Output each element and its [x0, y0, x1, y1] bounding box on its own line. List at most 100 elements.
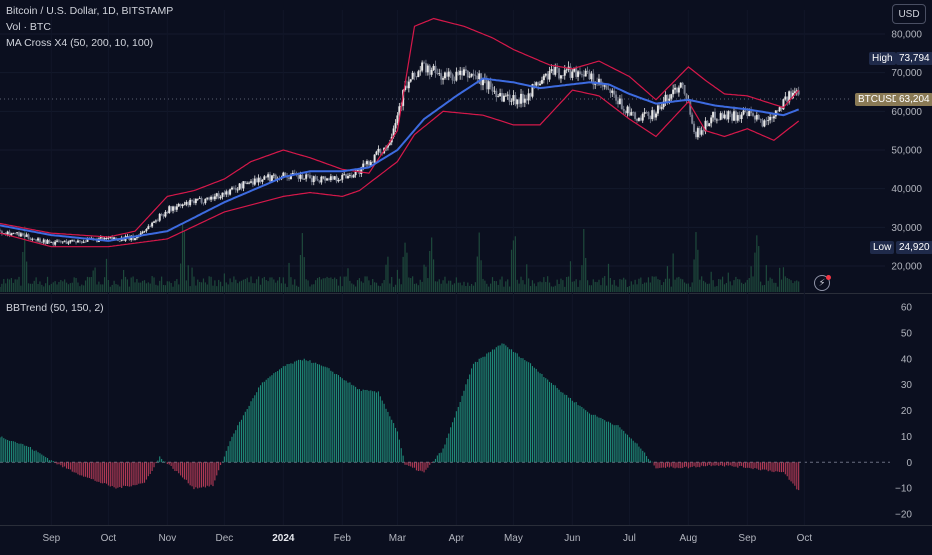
- candle-body: [310, 178, 313, 183]
- volume-bar: [113, 280, 115, 292]
- volume-bar: [155, 284, 157, 292]
- candle-body: [611, 90, 614, 93]
- volume-bar: [598, 279, 600, 292]
- volume-bar: [370, 285, 372, 292]
- volume-bar: [406, 252, 408, 292]
- candle-body: [272, 174, 275, 176]
- candle-body: [126, 236, 129, 237]
- volume-bar: [393, 286, 395, 292]
- candle-body: [546, 73, 549, 80]
- volume-bar: [197, 279, 199, 292]
- volume-bar: [645, 282, 648, 292]
- volume-bar: [10, 278, 13, 292]
- candle-body: [597, 78, 600, 84]
- candle-body: [147, 226, 150, 230]
- time-tick-label: May: [504, 533, 523, 544]
- volume-bar: [670, 286, 672, 292]
- volume-bar: [701, 276, 703, 292]
- volume-bar: [459, 282, 461, 292]
- volume-bar: [212, 285, 214, 292]
- volume-bar: [444, 276, 446, 292]
- volume-bar: [583, 229, 585, 292]
- volume-bar: [24, 226, 26, 292]
- candle-body: [533, 84, 536, 86]
- volume-bar: [550, 286, 553, 292]
- candle-body: [617, 100, 620, 105]
- candle-body: [221, 192, 224, 197]
- volume-bar: [202, 278, 205, 292]
- volume-bar: [556, 279, 558, 292]
- candle-body: [478, 73, 481, 80]
- flash-icon[interactable]: ⚡: [814, 275, 830, 291]
- candle-body: [356, 169, 359, 172]
- volume-bar: [792, 283, 794, 292]
- candle-body: [227, 191, 230, 195]
- candle-body: [288, 177, 291, 180]
- candle-body: [392, 128, 395, 137]
- candle-body: [655, 113, 658, 118]
- volume-bar: [733, 280, 735, 292]
- volume-bar: [286, 286, 288, 292]
- candle-body: [267, 174, 270, 178]
- candle-body: [250, 181, 253, 183]
- volume-bar: [706, 283, 708, 292]
- volume-bar: [107, 279, 109, 292]
- candle-body: [56, 240, 59, 242]
- time-tick-label: Oct: [797, 533, 813, 544]
- volume-bar: [668, 278, 670, 292]
- volume-bar: [259, 284, 262, 292]
- volume-bar: [252, 283, 254, 292]
- candle-body: [38, 238, 41, 243]
- volume-bar: [181, 223, 184, 292]
- volume-bar: [539, 281, 541, 292]
- candle-body: [303, 178, 306, 180]
- candle-body: [160, 213, 163, 215]
- candle-body: [466, 70, 469, 78]
- volume-bar: [748, 278, 750, 292]
- candle-body: [132, 235, 135, 241]
- candle-body: [637, 117, 640, 121]
- volume-bar: [507, 279, 509, 292]
- volume-bar: [126, 279, 129, 292]
- volume-bar: [533, 283, 535, 292]
- candle-body: [462, 69, 465, 76]
- candle-body: [746, 111, 749, 117]
- volume-bar: [495, 281, 497, 292]
- candle-body: [103, 238, 106, 240]
- volume-bar: [788, 278, 790, 292]
- time-tick-label: Sep: [42, 533, 60, 544]
- volume-bar: [271, 277, 273, 292]
- volume-bar: [134, 282, 136, 292]
- volume-bar: [737, 279, 739, 292]
- candle-body: [516, 99, 519, 105]
- candle-body: [615, 94, 618, 101]
- candle-body: [485, 78, 488, 90]
- candle-body: [301, 174, 304, 180]
- candle-body: [436, 72, 439, 74]
- volume-bar: [451, 284, 454, 292]
- volume-bar: [429, 250, 431, 292]
- volume-bar: [461, 285, 463, 292]
- candle-body: [187, 202, 190, 206]
- volume-bar: [84, 280, 87, 292]
- candle-body: [326, 178, 329, 181]
- candle-body: [202, 202, 205, 204]
- volume-bar: [562, 280, 564, 292]
- volume-bar: [60, 280, 62, 292]
- candle-body: [371, 161, 374, 163]
- volume-bar: [250, 276, 252, 292]
- volume-bar: [417, 285, 419, 292]
- volume-bar: [54, 281, 56, 292]
- volume-bar: [721, 276, 724, 292]
- candle-body: [42, 239, 45, 243]
- volume-bar: [412, 276, 414, 292]
- currency-button[interactable]: USD: [892, 4, 926, 24]
- candle-body: [443, 72, 446, 79]
- candle-body: [599, 78, 602, 85]
- notification-dot: [826, 275, 831, 280]
- volume-bar: [604, 276, 606, 292]
- volume-bar: [558, 284, 560, 292]
- candle-body: [765, 120, 768, 122]
- volume-bar: [695, 232, 697, 292]
- volume-bar: [784, 276, 786, 292]
